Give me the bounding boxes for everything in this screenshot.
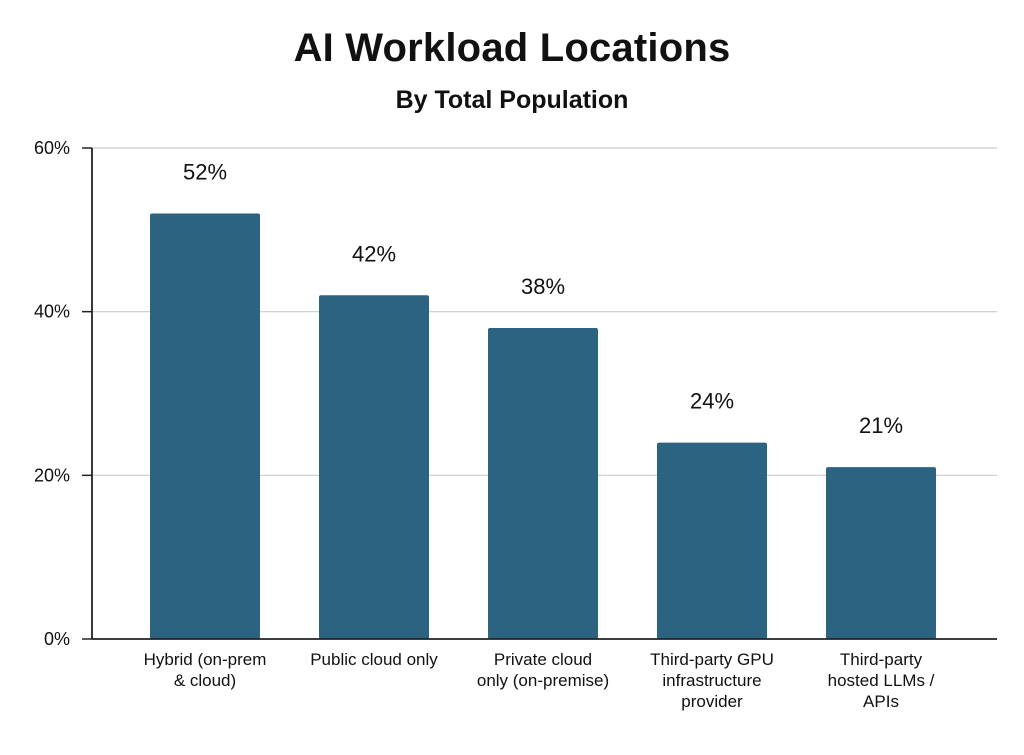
x-tick-label: Third-party GPU infrastructure provider (650, 650, 774, 711)
y-tick-label: 0% (44, 629, 70, 649)
x-tick-label: Hybrid (on-prem & cloud) (144, 650, 267, 690)
bar (319, 295, 429, 639)
x-tick-label: Third-party hosted LLMs / APIs (828, 650, 935, 711)
x-tick-label: Public cloud only (310, 650, 438, 669)
data-label: 21% (859, 413, 903, 438)
y-tick-label: 40% (34, 302, 70, 322)
bar (488, 328, 598, 639)
data-label: 24% (690, 389, 734, 414)
data-label: 52% (183, 159, 227, 184)
y-tick-label: 20% (34, 465, 70, 485)
data-label: 38% (521, 274, 565, 299)
data-label: 42% (352, 241, 396, 266)
chart-subtitle: By Total Population (395, 86, 629, 114)
bar (657, 442, 767, 639)
x-tick-label: Private cloud only (on-premise) (477, 650, 609, 690)
bar (150, 213, 260, 639)
chart-title: AI Workload Locations (293, 26, 731, 70)
y-tick-label: 60% (34, 138, 70, 158)
bar (826, 467, 936, 639)
